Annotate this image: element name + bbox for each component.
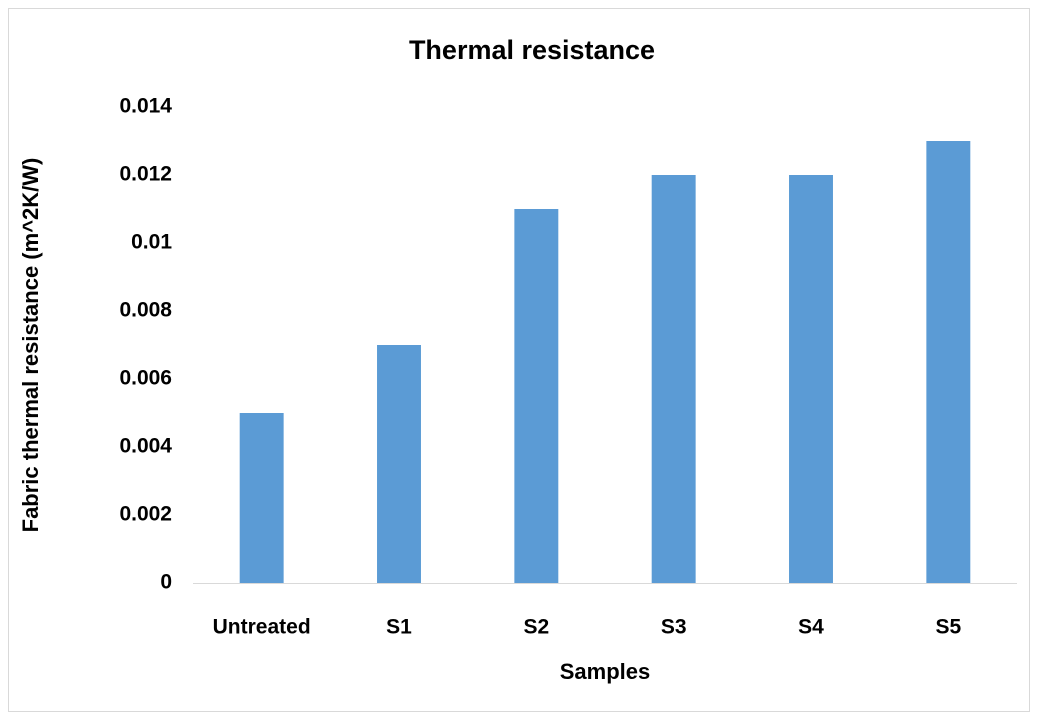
bar xyxy=(926,141,971,583)
y-tick-label: 0.008 xyxy=(119,299,172,322)
y-tick-label: 0 xyxy=(160,571,172,594)
x-tick-label: Untreated xyxy=(213,616,311,639)
y-tick-label: 0.002 xyxy=(119,503,172,526)
y-tick-label: 0.01 xyxy=(131,231,172,254)
y-axis-title: Fabric thermal resistance (m^2K/W) xyxy=(18,158,43,533)
y-tick-label: 0.004 xyxy=(119,435,172,458)
x-tick-label: S1 xyxy=(386,616,412,639)
chart-title: Thermal resistance xyxy=(409,35,655,65)
bar xyxy=(789,175,833,583)
bar xyxy=(514,209,559,583)
y-tick-label: 0.014 xyxy=(119,95,172,118)
y-tick-label: 0.006 xyxy=(119,367,172,390)
bar xyxy=(239,413,284,583)
x-axis-title: Samples xyxy=(560,659,651,684)
x-tick-label: S4 xyxy=(798,616,824,639)
x-tick-label: S5 xyxy=(935,616,961,639)
y-tick-label: 0.012 xyxy=(119,163,172,186)
x-tick-label: S3 xyxy=(661,616,687,639)
bar xyxy=(651,175,696,583)
x-tick-label: S2 xyxy=(523,616,549,639)
bar xyxy=(377,345,421,583)
